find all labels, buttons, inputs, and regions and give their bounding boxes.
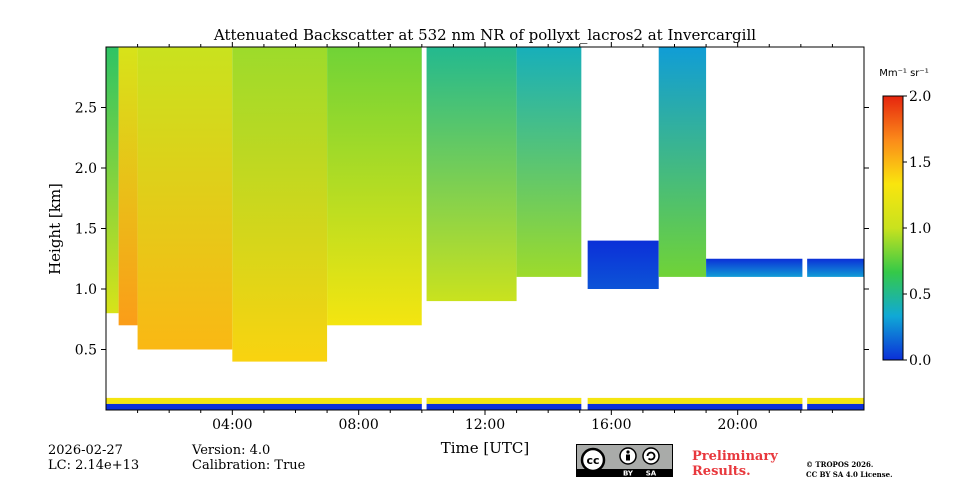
share-alike-icon [642,447,660,465]
footer-calibration: Calibration: True [192,458,306,473]
heatmap-cell [327,47,422,326]
x-tick-label: 04:00 [212,417,252,433]
colorbar [882,95,904,361]
by-text: BY [623,470,634,477]
colorbar-tick-label: 1.0 [909,221,931,237]
heatmap-cell [421,47,517,302]
preliminary-line-2: Results. [692,464,751,479]
x-axis: 04:00 08:00 12:00 16:00 20:00 [137,42,833,433]
colorbar-tick-label: 0.5 [909,287,931,303]
footer-date: 2026-02-27 [48,443,123,458]
heatmap-cell [232,47,328,362]
ground-layer-orange [106,397,864,404]
data-gap [802,47,808,410]
y-tick-label: 0.5 [75,343,97,359]
colorbar-tick-label: 2.0 [909,89,931,105]
y-tick-label: 2.0 [75,161,97,177]
copyright-line-1: © TROPOS 2026. [806,460,874,469]
preliminary-note: Preliminary Results. [692,449,778,479]
heatmap-cell [658,47,707,277]
x-axis-label: Time [UTC] [441,439,530,457]
ground-layer-blue [106,403,864,410]
y-tick-label: 1.5 [75,222,97,238]
heatmap-cell [137,47,233,350]
heatmap-layer [106,47,864,362]
x-tick-label: 20:00 [717,417,757,433]
heatmap-cell [118,47,138,326]
x-tick-label: 08:00 [338,417,378,433]
y-tick-label: 1.0 [75,282,97,298]
chart-title: Attenuated Backscatter at 532 nm NR of p… [213,26,756,44]
x-tick-label: 12:00 [465,417,505,433]
license-badge: cc BY SA [576,444,673,477]
heatmap-cell [106,47,119,314]
heatmap-cell [516,47,583,277]
y-axis: 0.5 1.0 1.5 2.0 2.5 [75,101,869,359]
cc-logo-icon [580,447,606,473]
sa-text: SA [646,470,657,477]
data-gap [421,47,427,410]
heatmap-cell [586,240,659,289]
x-tick-label: 16:00 [591,417,631,433]
ground-layer [106,47,864,410]
y-axis-label: Height [km] [46,183,64,275]
colorbar-tick-label: 0.0 [909,353,931,369]
colorbar-tick-label: 1.5 [909,155,931,171]
preliminary-line-1: Preliminary [692,449,778,464]
copyright-note: © TROPOS 2026. CC BY SA 4.0 License. [806,460,893,480]
colorbar-axis: 0.0 0.5 1.0 1.5 2.0 [903,89,931,369]
y-tick-label: 2.5 [75,101,97,117]
data-gap [581,47,588,410]
heatmap-cell [706,258,864,277]
footer-version: Version: 4.0 [192,443,271,458]
colorbar-unit-label: Mm⁻¹ sr⁻¹ [879,68,928,79]
cc-text: cc [586,454,599,467]
copyright-line-2: CC BY SA 4.0 License. [806,470,893,479]
footer-lc: LC: 2.14e+13 [48,458,140,473]
